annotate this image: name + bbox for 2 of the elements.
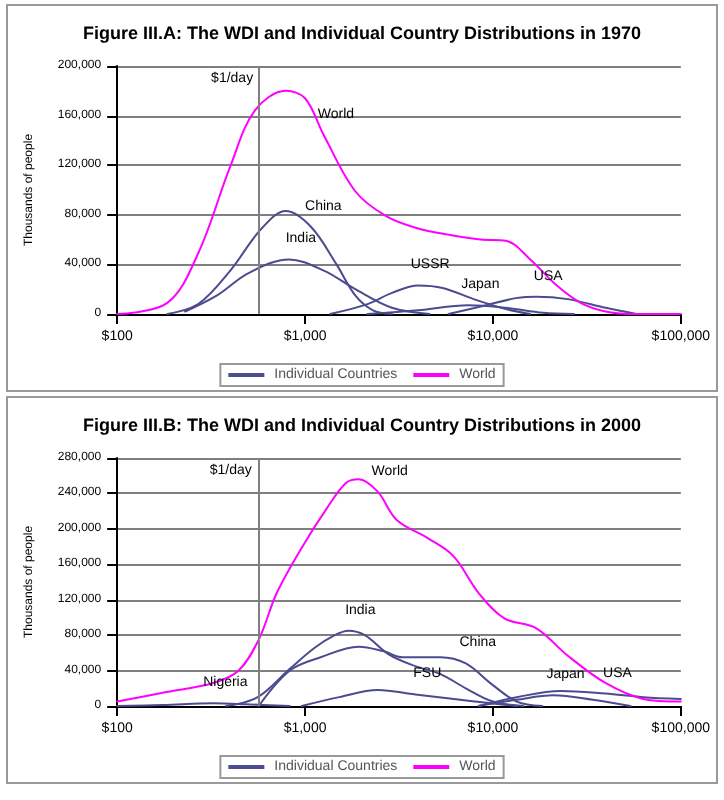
chart-title: Figure III.A: The WDI and Individual Country Distributions in 1970 [82,23,642,43]
chart-title: Figure III.B: The WDI and Individual Country Distributions in 2000 [82,415,642,435]
